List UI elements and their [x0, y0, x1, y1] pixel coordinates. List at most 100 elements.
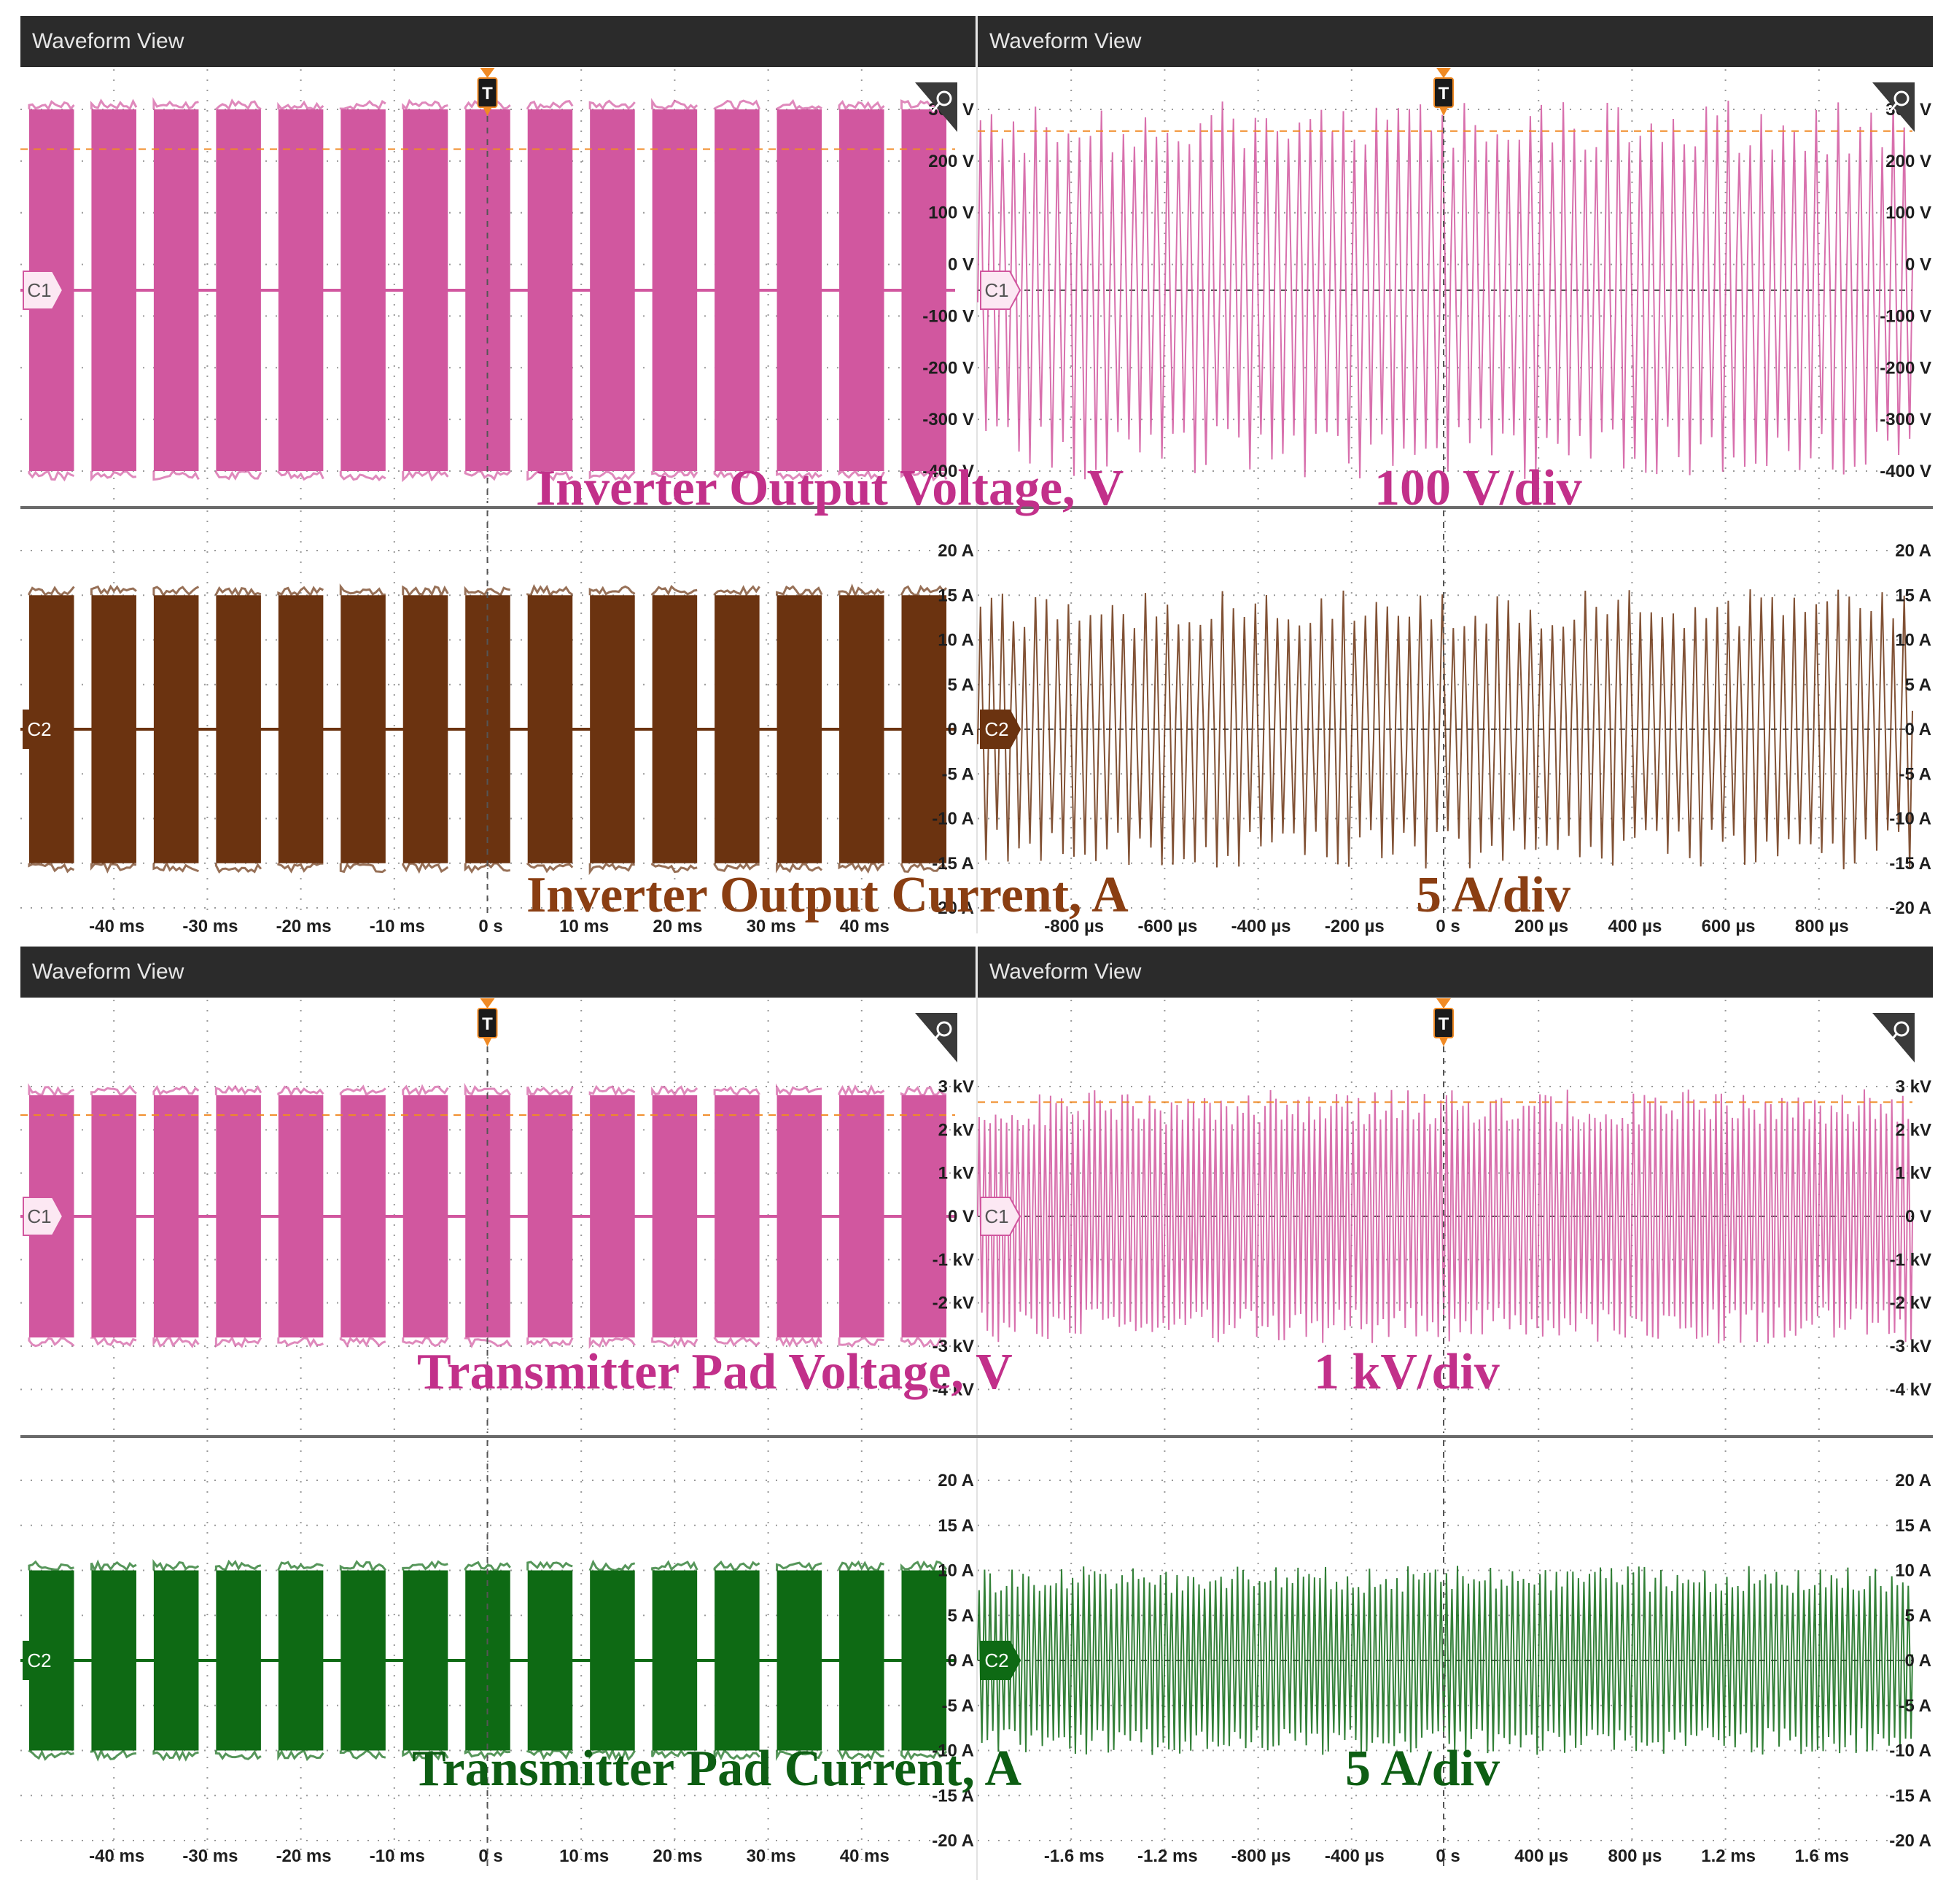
x-tick-label: 20 ms — [653, 1846, 702, 1866]
burst-envelope-top — [339, 1560, 387, 1573]
waveform-burst — [278, 595, 324, 863]
channel-4-view-full: 20 A 15 A 10 A 5 A 0 A -5 A -10 A -15 A -20 A C2 — [20, 1440, 974, 1867]
y-tick-label: -2 kV — [1890, 1294, 1931, 1313]
y-tick-label: -5 A — [1899, 764, 1931, 784]
x-tick-label: 0 s — [1436, 1846, 1460, 1866]
burst-envelope-bottom — [464, 1749, 510, 1760]
burst-envelope-bottom — [838, 861, 885, 874]
burst-envelope-bottom — [713, 862, 760, 872]
burst-envelope-bottom — [28, 862, 75, 874]
x-tick-label: 1.6 ms — [1794, 1846, 1849, 1866]
channel-badge-c1 — [23, 1197, 64, 1236]
waveform-burst — [278, 109, 324, 471]
y-tick-label: 200 V — [1885, 152, 1931, 171]
burst-envelope-bottom — [651, 469, 698, 479]
trigger-marker-label: T — [482, 84, 493, 104]
burst-envelope-top — [402, 98, 448, 111]
waveform-burst — [901, 595, 947, 863]
channel-badge-c2 — [23, 1641, 64, 1680]
burst-envelope-bottom — [526, 863, 574, 874]
x-tick-label: 40 ms — [840, 1846, 890, 1866]
channel-2-view-full: 20 A 15 A 10 A 5 A 0 A -5 A -10 A -15 A -20 A C2 — [20, 510, 974, 918]
waveform-burst — [776, 109, 822, 471]
burst-envelope-bottom — [651, 1336, 698, 1348]
trigger-arrow-icon — [483, 107, 492, 116]
burst-envelope-bottom — [526, 1337, 574, 1348]
waveform-burst — [340, 109, 386, 471]
x-tick-label: -10 ms — [370, 1846, 425, 1866]
y-tick-label: -15 A — [932, 1786, 974, 1806]
y-tick-label: 0 V — [948, 255, 974, 275]
channel-2-view-zoom: 20 A 15 A 10 A 5 A 0 A -5 A -10 A -15 A -20 A C2 — [977, 510, 1931, 918]
y-tick-label: -3 kV — [1890, 1337, 1931, 1356]
burst-envelope-top — [651, 1085, 698, 1097]
burst-envelope-top — [277, 1085, 324, 1097]
magnifier-icon — [1893, 1021, 1910, 1037]
burst-envelope-bottom — [214, 470, 262, 481]
channel-badge-label: C1 — [984, 1205, 1008, 1227]
waveform-burst — [527, 109, 573, 471]
x-tick-label: 30 ms — [747, 917, 796, 936]
x-tick-label: 0 s — [1436, 917, 1460, 936]
waveform-burst — [715, 1570, 760, 1751]
burst-envelope-top — [402, 1560, 448, 1571]
channel-4-view-zoom: 20 A 15 A 10 A 5 A 0 A -5 A -10 A -15 A -20 A C2 — [977, 1440, 1931, 1867]
burst-envelope-bottom — [464, 1337, 512, 1349]
y-tick-label: -15 A — [1889, 854, 1931, 874]
burst-envelope-top — [651, 98, 698, 111]
burst-envelope-top — [464, 1561, 511, 1572]
waveform-burst — [340, 1095, 386, 1338]
trigger-marker-label: T — [482, 1014, 493, 1034]
trigger-arrow-icon — [1436, 998, 1451, 1009]
magnifier-icon — [936, 90, 952, 106]
burst-envelope-bottom — [402, 1749, 449, 1761]
y-tick-label: -400 V — [922, 462, 974, 481]
trigger-marker-label: T — [1439, 1014, 1449, 1034]
y-tick-label: -10 A — [1889, 809, 1931, 829]
y-tick-label: 20 A — [1895, 1471, 1931, 1491]
y-tick-label: 10 A — [938, 631, 974, 650]
burst-envelope-bottom — [214, 1749, 262, 1760]
waveform-burst — [901, 1570, 947, 1751]
burst-envelope-bottom — [277, 861, 324, 874]
burst-envelope-bottom — [402, 469, 449, 483]
burst-envelope-top — [900, 584, 948, 597]
y-tick-label: 20 A — [1895, 541, 1931, 561]
y-tick-label: 5 A — [1905, 675, 1931, 695]
waveform-burst — [91, 1095, 136, 1338]
y-tick-label: -10 A — [932, 809, 974, 829]
x-tick-label: -400 µs — [1325, 1846, 1385, 1866]
y-tick-label: -10 A — [932, 1741, 974, 1761]
channel-badge-c2 — [980, 710, 1021, 749]
burst-envelope-bottom — [90, 1748, 137, 1762]
waveform-burst — [527, 1570, 573, 1751]
waveform-burst — [776, 1095, 822, 1338]
y-tick-label: 20 A — [938, 1471, 974, 1491]
y-tick-label: -5 A — [942, 764, 974, 784]
magnifier-icon — [1893, 90, 1910, 106]
waveform-burst — [527, 1095, 573, 1338]
burst-envelope-bottom — [588, 1747, 636, 1762]
waveform-burst — [776, 595, 822, 863]
burst-envelope-top — [464, 586, 511, 597]
trigger-arrow-icon — [483, 1038, 492, 1046]
x-tick-label: 400 µs — [1608, 917, 1662, 936]
burst-envelope-top — [402, 1084, 449, 1097]
y-tick-label: 0 A — [948, 1651, 974, 1671]
waveform-burst — [402, 595, 448, 863]
waveform-burst — [402, 1095, 448, 1338]
y-tick-label: -1 kV — [933, 1250, 974, 1270]
y-tick-label: 2 kV — [1896, 1120, 1931, 1140]
x-tick-label: -10 ms — [370, 917, 425, 936]
x-tick-label: 0 s — [478, 1846, 502, 1866]
view-divider-top — [976, 16, 978, 933]
y-tick-label: 200 V — [928, 152, 974, 171]
y-tick-label: -20 A — [932, 1831, 974, 1851]
burst-envelope-bottom — [28, 470, 75, 482]
burst-envelope-bottom — [339, 471, 386, 482]
burst-envelope-top — [90, 1084, 138, 1097]
waveform-burst — [402, 1570, 448, 1751]
burst-envelope-top — [651, 585, 698, 596]
